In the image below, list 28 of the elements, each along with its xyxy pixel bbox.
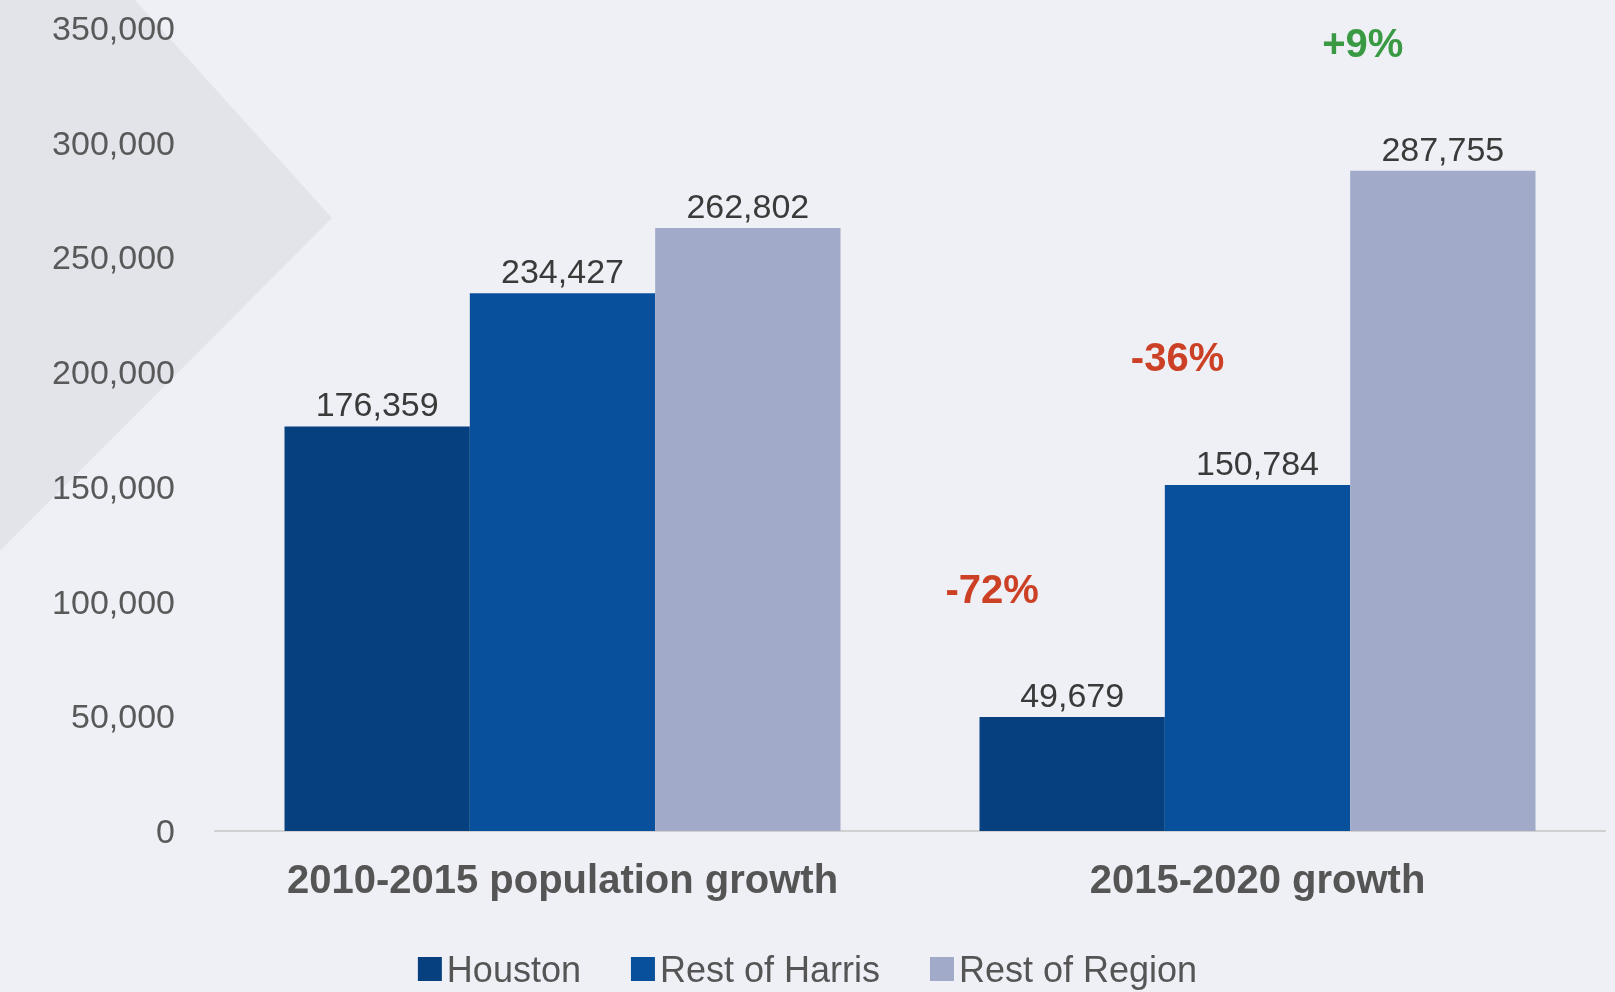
bar: [979, 717, 1165, 831]
bar: [1164, 485, 1351, 831]
data-label: 150,784: [1196, 444, 1319, 483]
data-label: 49,679: [1020, 676, 1125, 715]
y-tick-label: 50,000: [71, 697, 175, 736]
y-tick-label: 250,000: [52, 238, 175, 277]
bar: [284, 426, 470, 831]
y-tick-label: 150,000: [52, 467, 175, 506]
bar: [1350, 170, 1536, 831]
y-tick-label: 300,000: [52, 123, 175, 162]
x-tick-label: 2010-2015 population growth: [286, 857, 839, 901]
y-tick-label: 200,000: [52, 353, 175, 392]
data-label: 287,755: [1381, 129, 1505, 168]
legend-label: Houston: [446, 948, 581, 990]
y-tick-label: 350,000: [52, 9, 175, 47]
x-tick-label: 2015-2020 growth: [1089, 857, 1426, 901]
legend-label: Rest of Harris: [659, 948, 880, 990]
annotation: +9%: [1322, 20, 1404, 65]
data-label: 176,359: [315, 385, 439, 424]
data-label: 234,427: [501, 252, 624, 291]
y-tick-label: 0: [156, 812, 175, 850]
annotation: -36%: [1130, 335, 1225, 380]
y-tick-label: 100,000: [52, 582, 175, 621]
bar: [655, 228, 841, 831]
legend-label: Rest of Region: [959, 948, 1198, 990]
annotation: -72%: [945, 567, 1039, 612]
bar: [469, 293, 656, 831]
data-label: 262,802: [686, 187, 810, 226]
